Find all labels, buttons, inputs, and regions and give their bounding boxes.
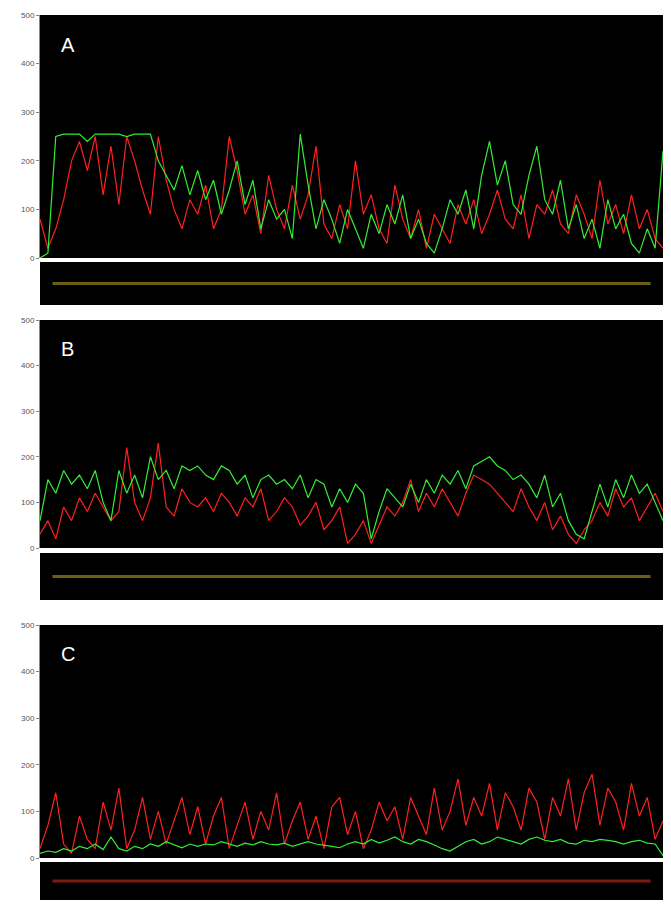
svg-text:300: 300 bbox=[21, 407, 35, 416]
svg-text:C: C bbox=[61, 643, 75, 665]
svg-text:0: 0 bbox=[30, 854, 35, 863]
svg-text:200: 200 bbox=[21, 453, 35, 462]
svg-text:100: 100 bbox=[21, 498, 35, 507]
svg-text:B: B bbox=[61, 338, 74, 360]
svg-text:400: 400 bbox=[21, 361, 35, 370]
svg-text:400: 400 bbox=[21, 667, 35, 676]
svg-text:0: 0 bbox=[30, 254, 35, 263]
svg-text:100: 100 bbox=[21, 807, 35, 816]
svg-text:300: 300 bbox=[21, 714, 35, 723]
svg-text:500: 500 bbox=[21, 316, 35, 325]
svg-text:A: A bbox=[61, 34, 75, 56]
svg-text:300: 300 bbox=[21, 108, 35, 117]
svg-text:100: 100 bbox=[21, 205, 35, 214]
svg-text:200: 200 bbox=[21, 761, 35, 770]
svg-text:0: 0 bbox=[30, 544, 35, 553]
svg-text:500: 500 bbox=[21, 621, 35, 630]
svg-text:200: 200 bbox=[21, 157, 35, 166]
svg-text:500: 500 bbox=[21, 11, 35, 20]
svg-text:400: 400 bbox=[21, 59, 35, 68]
